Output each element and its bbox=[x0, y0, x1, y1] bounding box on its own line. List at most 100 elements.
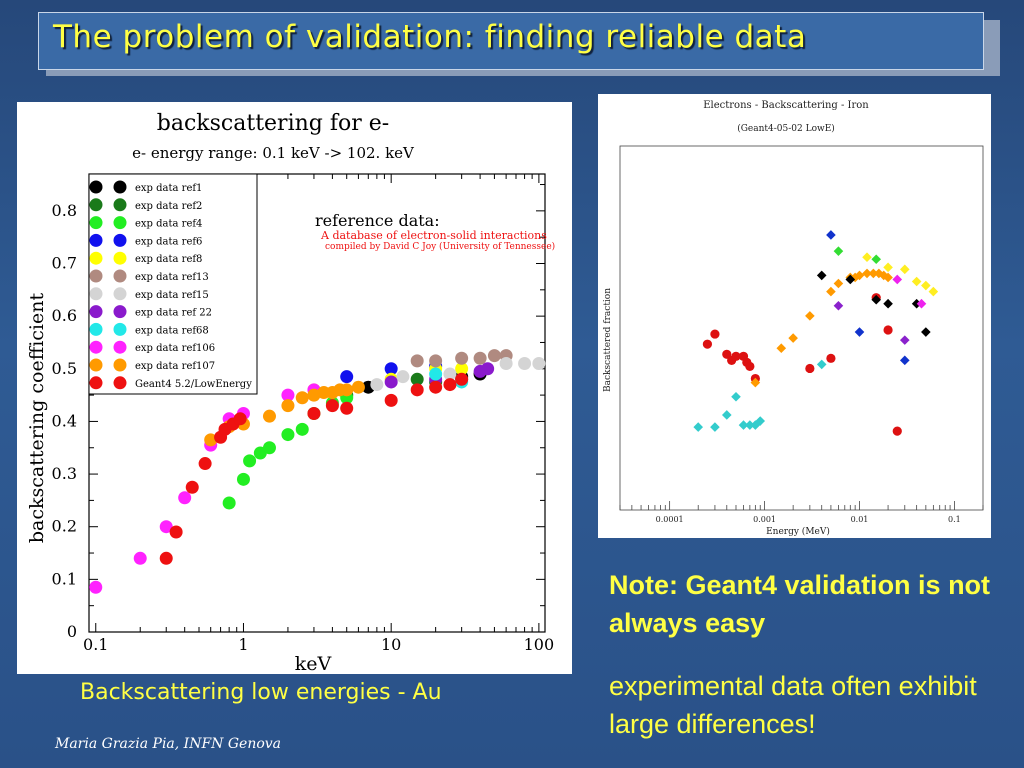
data-point bbox=[443, 367, 457, 381]
left-chart-panel: backscattering for e- e- energy range: 0… bbox=[17, 102, 572, 675]
data-point bbox=[443, 378, 457, 392]
data-point bbox=[883, 262, 893, 273]
legend-label: exp data ref13 bbox=[135, 272, 209, 283]
legend-label: exp data ref6 bbox=[135, 236, 202, 247]
plot-frame bbox=[619, 145, 984, 511]
data-point bbox=[833, 246, 844, 256]
data-point bbox=[816, 359, 827, 370]
data-point bbox=[370, 378, 384, 392]
data-point bbox=[702, 339, 713, 349]
data-point bbox=[710, 422, 720, 432]
data-point bbox=[455, 362, 469, 376]
legend-marker bbox=[89, 376, 103, 390]
legend-label: exp data ref 22 bbox=[135, 308, 212, 319]
data-point bbox=[262, 409, 276, 423]
legend-label: exp data ref2 bbox=[135, 201, 202, 212]
data-point bbox=[899, 264, 910, 275]
data-point bbox=[710, 329, 720, 339]
x-tick-label: 0.1 bbox=[948, 515, 961, 524]
legend-marker bbox=[89, 287, 103, 301]
legend-label: exp data ref4 bbox=[135, 219, 202, 230]
data-point bbox=[805, 311, 815, 321]
legend-marker bbox=[89, 198, 103, 212]
data-point bbox=[455, 372, 469, 386]
data-point bbox=[788, 333, 798, 343]
chart-caption: Backscattering low energies - Au bbox=[80, 680, 442, 705]
data-point bbox=[916, 298, 927, 309]
note-body: experimental data often exhibit large di… bbox=[609, 671, 977, 739]
y-tick-label: 0 bbox=[67, 622, 77, 641]
legend-label: exp data ref106 bbox=[135, 343, 215, 354]
chart-subtitle: e- energy range: 0.1 keV -> 102. keV bbox=[132, 144, 415, 162]
data-point bbox=[892, 274, 903, 285]
data-point bbox=[518, 357, 532, 371]
legend-marker bbox=[89, 233, 103, 247]
legend-marker bbox=[89, 180, 103, 194]
y-axis-label: Backscattered fraction bbox=[603, 288, 613, 392]
data-point bbox=[410, 354, 424, 368]
data-point bbox=[396, 370, 410, 384]
data-point bbox=[911, 276, 922, 287]
data-point bbox=[805, 363, 815, 374]
x-tick-label: 0.1 bbox=[83, 635, 108, 654]
data-point bbox=[871, 254, 882, 265]
data-point bbox=[745, 361, 755, 372]
data-point bbox=[262, 441, 276, 455]
legend-marker bbox=[113, 340, 127, 354]
data-point bbox=[883, 272, 893, 283]
plot-frame bbox=[88, 173, 546, 633]
data-point bbox=[340, 370, 354, 384]
data-point bbox=[307, 388, 321, 402]
data-point bbox=[499, 357, 513, 371]
legend-label: Geant4 5.2/LowEnergy bbox=[135, 379, 252, 390]
legend-marker bbox=[113, 322, 127, 336]
chart-title: backscattering for e- bbox=[157, 111, 389, 136]
legend-marker bbox=[113, 180, 127, 194]
chart-legend: exp data ref1 exp data ref2 exp data ref4 e… bbox=[88, 173, 258, 395]
data-point bbox=[833, 278, 844, 289]
y-tick-label: 0.3 bbox=[52, 464, 77, 483]
y-tick-label: 0.7 bbox=[52, 253, 77, 272]
data-point bbox=[532, 357, 546, 371]
legend-marker bbox=[113, 305, 127, 319]
x-axis-label: Energy (MeV) bbox=[766, 526, 830, 537]
legend-marker bbox=[113, 358, 127, 372]
data-point bbox=[921, 327, 931, 337]
data-point bbox=[911, 298, 922, 309]
data-point bbox=[845, 274, 856, 285]
data-point bbox=[384, 362, 398, 376]
legend-marker bbox=[89, 322, 103, 336]
data-point bbox=[854, 327, 865, 337]
data-point bbox=[89, 580, 103, 594]
data-point bbox=[429, 354, 443, 368]
legend-label: exp data ref15 bbox=[135, 290, 209, 301]
legend-marker bbox=[113, 269, 127, 283]
data-point bbox=[693, 422, 704, 432]
legend-label: exp data ref107 bbox=[135, 361, 215, 372]
footer-author: Maria Grazia Pia, INFN Genova bbox=[55, 736, 282, 752]
reference-annotation: reference data: A database of electron-s… bbox=[315, 211, 555, 252]
legend-marker bbox=[113, 216, 127, 230]
title-box: The problem of validation: finding relia… bbox=[38, 12, 984, 70]
y-tick-label: 0.4 bbox=[52, 411, 77, 430]
data-point bbox=[731, 351, 741, 361]
legend-marker bbox=[89, 358, 103, 372]
y-tick-label: 0.2 bbox=[52, 517, 77, 536]
legend-marker bbox=[89, 340, 103, 354]
y-tick-label: 0.1 bbox=[52, 569, 77, 588]
x-tick-label: 0.001 bbox=[753, 515, 776, 524]
data-point bbox=[826, 286, 836, 297]
data-point bbox=[854, 270, 865, 281]
legend-marker bbox=[113, 198, 127, 212]
right-chart-panel: Electrons - Backscattering - Iron (Geant… bbox=[598, 94, 991, 538]
data-point bbox=[816, 270, 827, 281]
data-point bbox=[281, 388, 295, 402]
chart-title: Electrons - Backscattering - Iron bbox=[703, 100, 869, 111]
x-tick-label: 100 bbox=[524, 635, 555, 654]
legend-marker bbox=[113, 233, 127, 247]
data-point bbox=[883, 325, 893, 335]
data-point bbox=[410, 372, 424, 386]
data-point bbox=[351, 380, 365, 394]
data-point bbox=[159, 520, 173, 534]
data-point bbox=[455, 351, 469, 365]
